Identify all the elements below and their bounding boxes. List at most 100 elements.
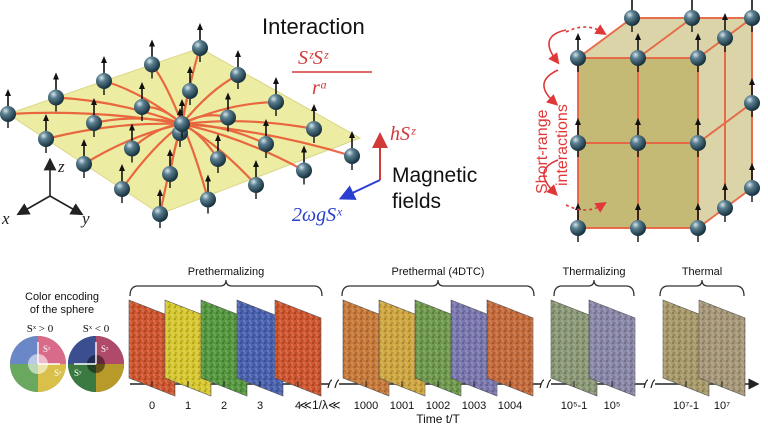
legend-sy-label-left: Sʸ <box>54 368 62 378</box>
spin-atom <box>248 160 264 199</box>
cube-spin-atom <box>684 0 700 32</box>
legend-sz-label-right: Sᶻ <box>101 344 109 354</box>
cube-spin-atom <box>630 118 646 157</box>
axis-break <box>539 379 552 389</box>
spin-atom <box>124 123 140 163</box>
phase-bracket <box>659 279 745 297</box>
interaction-ray <box>45 122 183 141</box>
time-tick-label: 4 <box>295 400 301 412</box>
cube-spin-atoms <box>570 0 760 242</box>
spin-atom <box>152 189 168 228</box>
spin-atom <box>220 92 236 132</box>
legend-title-line1: Color encoding <box>25 291 99 303</box>
interaction-ray <box>55 96 183 126</box>
x-field-arrow <box>338 179 381 200</box>
snapshot-panel <box>378 299 426 397</box>
time-axis-label: Time t/T <box>416 412 460 426</box>
interaction-ray <box>181 122 305 172</box>
snapshot-panel <box>236 299 284 397</box>
short-range-cube <box>570 0 760 242</box>
spin-atom <box>76 139 92 178</box>
interaction-ray <box>93 117 183 126</box>
interaction-title: Interaction <box>262 14 365 39</box>
time-tick-label: 1002 <box>426 400 450 412</box>
phase-labels: Prethermalizing Prethermal (4DTC) Thermali… <box>188 266 722 278</box>
interaction-ray <box>181 120 315 131</box>
spin-atom <box>182 66 198 105</box>
time-tick-label: 10⁷ <box>714 400 730 412</box>
time-tick-label: 1 <box>185 400 191 412</box>
spin-atom <box>144 39 160 79</box>
snapshot-panel <box>588 299 636 397</box>
interaction-ray <box>181 123 257 186</box>
cube-body <box>578 18 752 228</box>
spin-atom <box>38 114 54 153</box>
spin-atom <box>192 23 208 62</box>
axis-z-label: z <box>57 157 65 176</box>
time-tick-label: 10⁵ <box>604 400 621 412</box>
spin-atom <box>162 149 178 188</box>
legend-sz-label-left: Sᶻ <box>43 344 51 354</box>
cube-spin-atom <box>624 0 640 32</box>
time-tick-label: 1003 <box>462 400 486 412</box>
magnetic-fields-line2: fields <box>392 190 441 213</box>
spin-atoms <box>0 23 360 228</box>
interaction-ray <box>181 122 353 158</box>
spin-atom <box>344 131 360 170</box>
time-tick-label: 2 <box>221 400 227 412</box>
snapshot-panel <box>274 299 322 397</box>
spin-atom <box>306 104 322 143</box>
legend-sy-label-right: Sʸ <box>74 368 82 378</box>
phase-label: Prethermal (4DTC) <box>392 266 485 278</box>
cube-spin-atom <box>630 33 646 72</box>
time-tick-label: 1001 <box>390 400 414 412</box>
cube-spin-atom <box>570 118 586 157</box>
snapshot-panel <box>128 299 176 397</box>
spin-atom <box>114 164 130 203</box>
z-field-label: hSᶻ <box>390 123 416 145</box>
spin-atom <box>86 98 102 137</box>
time-ticks: 0 1 2 3 4 1000 1001 1002 1003 1004 10⁵-1 10⁵ 10⁷-1 10… <box>149 381 730 412</box>
spin-atom <box>258 119 274 158</box>
time-inequality: ≪1/λ≪ <box>299 398 340 412</box>
spin-atom <box>200 174 216 214</box>
cube-spin-atom <box>744 78 760 117</box>
phase-label: Thermal <box>682 266 722 278</box>
y-axis <box>49 195 84 216</box>
spin-atom <box>210 134 226 173</box>
spin-atom <box>230 50 246 89</box>
time-tick-label: 0 <box>149 400 155 412</box>
formula-numerator: SᶻSᶻ <box>298 47 329 69</box>
short-range-label-line1: Short-range <box>534 109 551 194</box>
phase-bracket <box>129 279 323 297</box>
snapshot-panel <box>200 299 248 397</box>
cube-spin-atom <box>744 163 760 202</box>
phase-brackets <box>129 279 745 297</box>
axis-break <box>643 379 656 389</box>
spin-atom <box>268 77 284 116</box>
short-range-label-line2: interactions <box>554 104 571 186</box>
color-legend: Color encoding of the sphere Sˣ > 0 Sˣ <… <box>10 291 124 392</box>
axis-x-label: x <box>1 209 10 228</box>
cube-spin-atom <box>570 33 586 72</box>
spin-atom <box>96 56 112 95</box>
snapshot-panel <box>414 299 462 397</box>
spin-atom <box>134 82 150 121</box>
interaction-ray <box>181 100 277 126</box>
spin-atom <box>0 89 16 128</box>
short-range-arrows <box>543 24 607 213</box>
snapshot-panel <box>550 299 598 397</box>
legend-right-condition: Sˣ < 0 <box>83 323 110 335</box>
snapshot-panel <box>662 299 710 397</box>
spin-atom <box>296 145 312 185</box>
formula-denominator: rᵅ <box>312 77 328 99</box>
long-range-lattice <box>0 23 362 228</box>
cube-spin-atom <box>744 0 760 32</box>
time-tick-label: 10⁷-1 <box>673 400 699 412</box>
cube-spin-atom <box>690 118 706 157</box>
legend-left-condition: Sˣ > 0 <box>27 323 54 335</box>
snapshot-panel <box>486 299 534 397</box>
snapshot-panels <box>128 299 746 397</box>
magnetic-fields-line1: Magnetic <box>392 164 477 187</box>
